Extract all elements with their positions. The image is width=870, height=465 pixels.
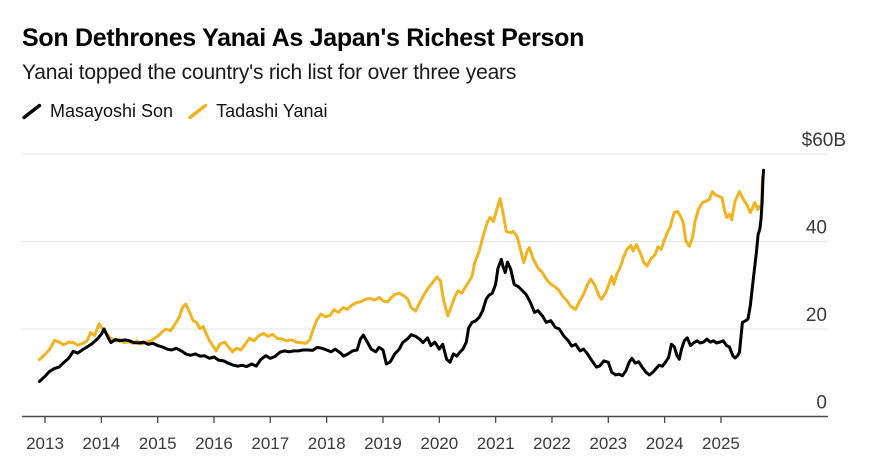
x-tick-label: 2022 xyxy=(533,434,571,453)
series-line-tadashi-yanai xyxy=(37,175,765,362)
y-tick-label: 0 xyxy=(816,393,827,414)
page-title: Son Dethrones Yanai As Japan's Richest P… xyxy=(22,24,585,52)
x-tick-label: 2019 xyxy=(364,434,402,453)
x-tick-label: 2018 xyxy=(308,434,346,453)
y-tick-label: 20 xyxy=(806,305,827,326)
x-tick-label: 2024 xyxy=(646,434,684,453)
x-tick-label: 2016 xyxy=(195,434,233,453)
line-swatch-icon xyxy=(188,103,208,120)
x-tick-label: 2025 xyxy=(702,434,740,453)
legend-item-yanai: Tadashi Yanai xyxy=(188,101,328,122)
x-tick-label: 2017 xyxy=(251,434,289,453)
legend-label-yanai: Tadashi Yanai xyxy=(216,101,328,121)
legend-label-son: Masayoshi Son xyxy=(50,101,174,121)
x-tick-label: 2013 xyxy=(26,434,64,453)
y-tick-label: 40 xyxy=(806,218,827,239)
series-line-masayoshi-son xyxy=(37,168,765,383)
x-tick-label: 2023 xyxy=(589,434,627,453)
x-tick-label: 2015 xyxy=(139,434,177,453)
x-tick-label: 2021 xyxy=(477,434,515,453)
x-tick-label: 2020 xyxy=(420,434,458,453)
chart-subtitle: Yanai topped the country's rich list for… xyxy=(22,61,517,84)
legend-item-son: Masayoshi Son xyxy=(22,101,173,122)
y-tick-label: $60B xyxy=(802,130,846,151)
line-swatch-icon xyxy=(22,103,42,120)
chart-legend: Masayoshi Son Tadashi Yanai xyxy=(22,101,328,122)
x-tick-label: 2014 xyxy=(82,434,120,453)
